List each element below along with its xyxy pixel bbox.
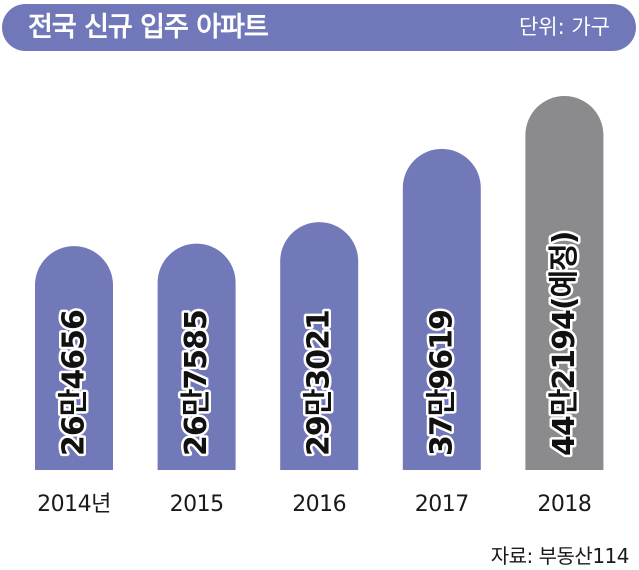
bar-value-label: 26만7585 <box>179 310 214 456</box>
bar-0 <box>35 246 113 470</box>
bar-4 <box>525 96 604 470</box>
x-tick-label: 2017 <box>415 492 469 517</box>
bar-3 <box>402 148 481 470</box>
bar-1 <box>157 243 236 470</box>
bar-value-label: 44만2194(예정) <box>547 232 582 456</box>
source-note: 자료: 부동산114 <box>490 544 630 568</box>
bar-2 <box>280 222 359 470</box>
chart-title: 전국 신규 입주 아파트 <box>28 12 269 43</box>
bar-value-label: 29만3021 <box>302 310 337 456</box>
x-tick-label: 2018 <box>537 492 591 517</box>
x-tick-label: 2014년 <box>37 492 111 517</box>
x-tick-label: 2015 <box>170 492 224 517</box>
bar-value-label: 37만9619 <box>424 310 459 456</box>
unit-label: 단위: 가구 <box>518 15 610 39</box>
x-tick-label: 2016 <box>292 492 346 517</box>
bar-value-label: 26만4656 <box>57 310 92 456</box>
title-banner: 전국 신규 입주 아파트 단위: 가구 <box>2 4 636 51</box>
